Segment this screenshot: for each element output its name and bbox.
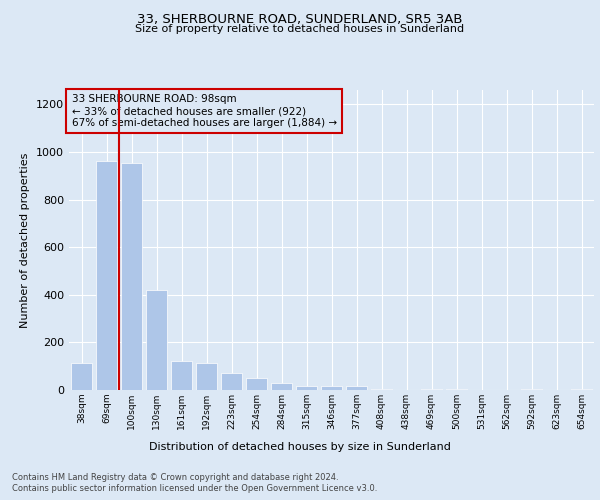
Bar	[146, 290, 167, 390]
Text: 33, SHERBOURNE ROAD, SUNDERLAND, SR5 3AB: 33, SHERBOURNE ROAD, SUNDERLAND, SR5 3AB	[137, 12, 463, 26]
Bar	[71, 363, 92, 390]
Bar	[421, 389, 442, 390]
Text: Size of property relative to detached houses in Sunderland: Size of property relative to detached ho…	[136, 24, 464, 34]
Bar	[346, 386, 367, 390]
Bar	[521, 389, 542, 390]
Bar	[571, 389, 592, 390]
Bar	[371, 389, 392, 390]
Y-axis label: Number of detached properties: Number of detached properties	[20, 152, 31, 328]
Text: Contains public sector information licensed under the Open Government Licence v3: Contains public sector information licen…	[12, 484, 377, 493]
Bar	[221, 372, 242, 390]
Bar	[96, 162, 117, 390]
Bar	[246, 378, 267, 390]
Bar	[321, 386, 342, 390]
Text: Contains HM Land Registry data © Crown copyright and database right 2024.: Contains HM Land Registry data © Crown c…	[12, 472, 338, 482]
Text: Distribution of detached houses by size in Sunderland: Distribution of detached houses by size …	[149, 442, 451, 452]
Bar	[446, 389, 467, 390]
Bar	[196, 362, 217, 390]
Bar	[296, 386, 317, 390]
Bar	[271, 384, 292, 390]
Text: 33 SHERBOURNE ROAD: 98sqm
← 33% of detached houses are smaller (922)
67% of semi: 33 SHERBOURNE ROAD: 98sqm ← 33% of detac…	[71, 94, 337, 128]
Bar	[121, 162, 142, 390]
Bar	[171, 362, 192, 390]
